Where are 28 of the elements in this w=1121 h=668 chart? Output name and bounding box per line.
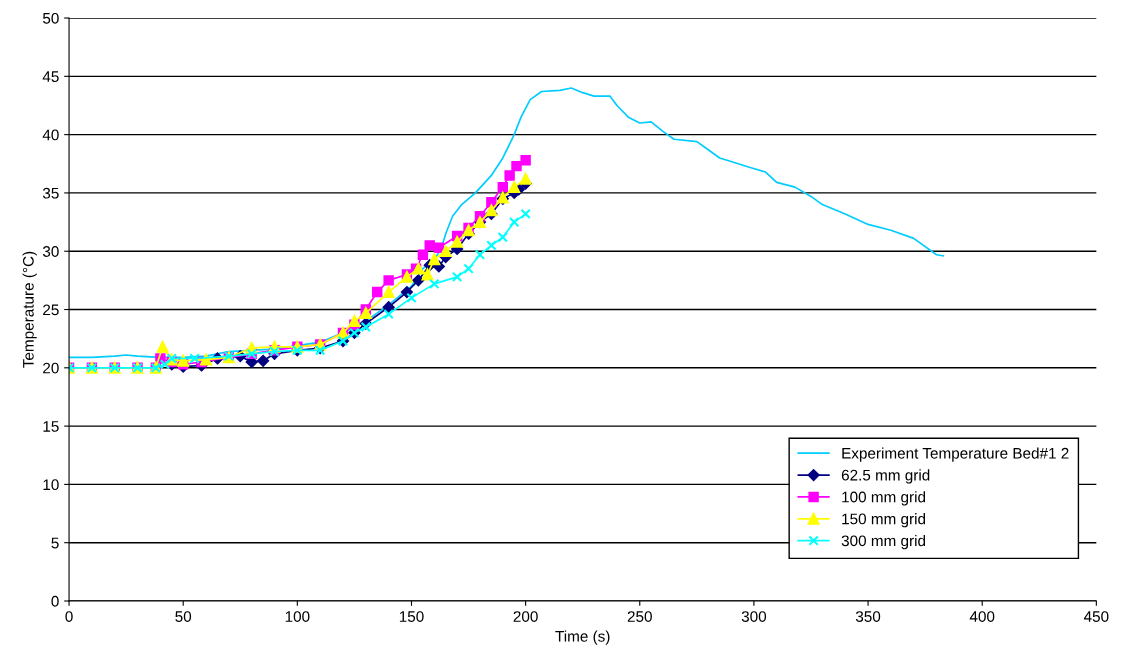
legend-label: Experiment Temperature Bed#1 2 <box>842 447 1069 462</box>
x-tick-label: 200 <box>513 611 538 622</box>
legend-label: 300 mm grid <box>841 534 926 550</box>
y-axis-title: Temperature (°C) <box>22 251 37 368</box>
y-tick-label: 35 <box>42 187 59 199</box>
legend-label: 150 mm grid <box>842 513 926 528</box>
x-tick-label: 0 <box>65 611 73 622</box>
x-tick-label: 150 <box>399 611 424 622</box>
legend-label: 100 mm grid <box>842 491 926 506</box>
x-tick-label: 450 <box>1083 611 1109 622</box>
x-tick-label: 300 <box>741 611 767 622</box>
y-tick-label: 20 <box>43 362 59 374</box>
y-tick-label: 45 <box>42 71 59 83</box>
y-tick-label: 15 <box>43 421 59 432</box>
y-tick-label: 5 <box>51 537 59 549</box>
y-tick-label: 30 <box>42 246 59 257</box>
x-tick-label: 50 <box>175 611 192 622</box>
legend-label: 62.5 mm grid <box>841 469 930 484</box>
x-tick-label: 100 <box>285 611 310 622</box>
y-tick-label: 25 <box>43 304 59 316</box>
x-tick-label: 250 <box>627 611 652 622</box>
y-tick-label: 10 <box>43 479 59 491</box>
x-tick-label: 350 <box>855 611 881 622</box>
x-tick-label: 400 <box>969 611 995 622</box>
y-tick-label: 40 <box>42 129 59 141</box>
y-tick-label: 0 <box>51 595 59 607</box>
y-tick-label: 50 <box>42 12 59 24</box>
x-axis-title: Time (s) <box>555 630 610 645</box>
